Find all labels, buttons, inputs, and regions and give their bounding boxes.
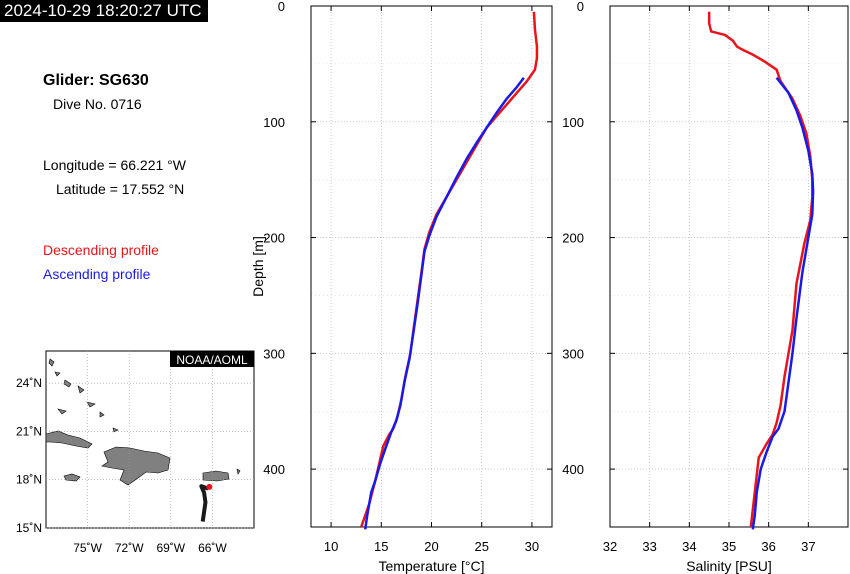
land-bahamas-5 — [86, 401, 96, 408]
glider-title: Glider: SG630 — [43, 72, 149, 89]
land-jamaica — [63, 473, 81, 482]
sal-xtick-5: 37 — [801, 539, 815, 554]
land-hispaniola — [101, 446, 171, 486]
sal-ytick-3: 300 — [562, 346, 584, 361]
land-bahamas-1 — [48, 358, 55, 367]
temp-series-ascending — [363, 77, 525, 530]
location-map: 24˚N 21˚N 18˚N 15˚N 75˚W 72˚W 69˚W 66˚W NOAA/AO… — [16, 350, 255, 555]
sal-ytick-4: 400 — [562, 462, 584, 477]
land-florida-keys — [57, 408, 67, 415]
glider-track — [199, 484, 209, 522]
temp-ytick-1: 100 — [263, 115, 285, 130]
map-lat-tick-0: 24˚N — [16, 376, 42, 390]
temp-xtick-1: 15 — [374, 539, 388, 554]
sal-ytick-2: 200 — [562, 231, 584, 246]
temp-xtick-0: 10 — [324, 539, 338, 554]
longitude-readout: Longitude = 66.221 °W — [43, 157, 186, 173]
sal-ytick-1: 100 — [562, 115, 584, 130]
land-bahamas-2 — [54, 371, 61, 377]
map-lat-tick-1: 21˚N — [16, 424, 42, 438]
temp-ylabel: Depth [m] — [250, 236, 266, 297]
latitude-readout: Latitude = 17.552 °N — [56, 181, 185, 197]
map-lon-tick-1: 72˚W — [115, 541, 144, 555]
sal-xtick-4: 36 — [761, 539, 775, 554]
land-puerto-rico — [202, 470, 230, 482]
salinity-chart: 32 33 34 35 36 37 0 100 200 300 400 Salinity [PSU] — [562, 0, 849, 574]
land-bahamas-4 — [77, 385, 85, 394]
sal-xtick-2: 34 — [682, 539, 696, 554]
timestamp-badge: 2024-10-29 18:20:27 UTC — [0, 0, 208, 22]
temp-xtick-3: 25 — [474, 539, 488, 554]
temp-ytick-3: 300 — [263, 346, 285, 361]
temp-ytick-4: 400 — [263, 462, 285, 477]
map-grid — [46, 351, 254, 529]
land-bahamas-3 — [63, 379, 72, 388]
land-turks — [112, 427, 119, 433]
temp-ytick-2: 200 — [263, 231, 285, 246]
sal-series-ascending — [751, 77, 815, 530]
map-land — [45, 358, 241, 486]
map-lon-tick-0: 75˚W — [73, 541, 102, 555]
map-lat-tick-2: 18˚N — [16, 473, 42, 487]
temp-ytick-0: 0 — [278, 0, 285, 14]
sal-ytick-0: 0 — [577, 0, 584, 14]
glider-position-marker — [206, 483, 213, 490]
temp-xtick-2: 20 — [424, 539, 438, 554]
map-lon-tick-2: 69˚W — [156, 541, 185, 555]
sal-xtick-1: 33 — [642, 539, 656, 554]
land-cuba — [45, 430, 93, 449]
map-lon-tick-3: 66˚W — [198, 541, 227, 555]
temp-xlabel: Temperature [°C] — [379, 558, 485, 574]
sal-xtick-3: 35 — [722, 539, 736, 554]
temp-series-descending — [360, 11, 539, 528]
legend-descending: Descending profile — [43, 242, 159, 258]
sal-xtick-0: 32 — [603, 539, 617, 554]
sal-xlabel: Salinity [PSU] — [686, 558, 772, 574]
sal-series-descending — [707, 11, 814, 528]
map-badge-bg — [170, 351, 254, 367]
map-badge: NOAA/AOML — [176, 353, 248, 367]
land-leeward — [236, 468, 241, 475]
map-lat-tick-3: 15˚N — [16, 521, 42, 535]
temp-xtick-4: 30 — [525, 539, 539, 554]
land-bahamas-6 — [99, 411, 105, 418]
map-tick-labels: 24˚N 21˚N 18˚N 15˚N 75˚W 72˚W 69˚W 66˚W — [16, 376, 227, 555]
dive-number: Dive No. 0716 — [53, 96, 142, 112]
legend-ascending: Ascending profile — [43, 266, 151, 282]
